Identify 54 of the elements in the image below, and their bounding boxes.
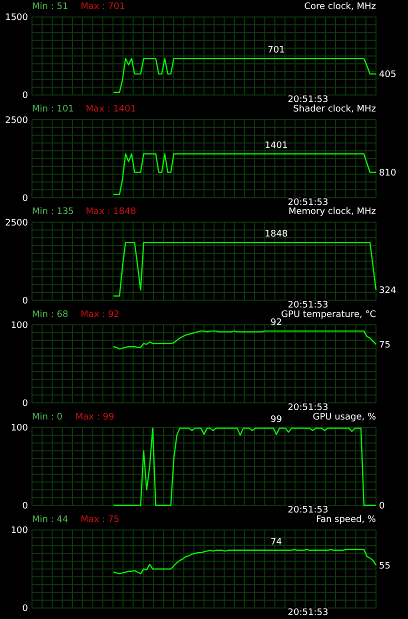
y-tick-label: 100	[10, 424, 28, 434]
annotation: 1401	[264, 140, 288, 151]
text: 20:51:53	[288, 506, 328, 516]
text: Min : 68	[32, 310, 68, 320]
y-tick-label: 0	[22, 398, 28, 409]
y-tick-label: 100	[10, 320, 28, 331]
text: 0	[379, 502, 385, 512]
text: 20:51:53	[288, 95, 328, 106]
annotation: 92	[270, 318, 282, 328]
text: Min : 101	[32, 104, 74, 115]
y-tick-label: 0	[22, 502, 28, 512]
chart-title: Memory clock, MHz	[288, 207, 376, 218]
text: 55	[379, 561, 390, 572]
y-tick-label: 0	[22, 296, 28, 306]
chart-title: GPU temperature, °C	[281, 310, 376, 320]
line-series	[112, 548, 377, 574]
chart-title: Core clock, MHz	[304, 2, 376, 12]
chart-title: GPU usage, %	[312, 412, 376, 422]
text: 20:51:53	[288, 198, 328, 208]
text: 75	[379, 340, 390, 350]
annotation: 701	[268, 46, 285, 56]
text: 20:51:53	[288, 608, 328, 618]
text: 405	[379, 70, 396, 80]
y-tick-label: 0	[22, 91, 28, 102]
text: Min : 51	[32, 2, 68, 12]
line-series	[112, 330, 377, 350]
text: 324	[379, 286, 396, 296]
line-series	[112, 428, 377, 506]
text: Max : 75	[80, 515, 120, 525]
text: Max : 99	[75, 412, 114, 422]
text: 810	[379, 168, 396, 178]
text: Max : 1848	[86, 207, 136, 218]
y-tick-label: 1500	[5, 13, 28, 24]
annotation: 74	[270, 537, 282, 548]
text: Min : 135	[32, 207, 74, 218]
text: 20:51:53	[288, 300, 328, 310]
y-tick-label: 0	[22, 194, 28, 204]
annotation: 1848	[264, 230, 288, 240]
y-tick-label: 2500	[5, 218, 28, 228]
text: Min : 44	[32, 515, 68, 525]
y-tick-label: 100	[10, 526, 28, 536]
text: Max : 1401	[86, 104, 136, 115]
text: Min : 0	[32, 412, 63, 422]
text: Max : 701	[80, 2, 126, 12]
text: 20:51:53	[288, 402, 328, 413]
chart-title: Fan speed, %	[316, 515, 376, 525]
text: Max : 92	[80, 310, 120, 320]
line-series	[112, 242, 377, 297]
chart-title: Shader clock, MHz	[293, 104, 376, 115]
y-tick-label: 2500	[5, 116, 28, 126]
y-tick-label: 0	[22, 604, 28, 614]
line-series	[112, 58, 377, 93]
annotation: 99	[270, 415, 282, 426]
line-series	[112, 153, 377, 196]
